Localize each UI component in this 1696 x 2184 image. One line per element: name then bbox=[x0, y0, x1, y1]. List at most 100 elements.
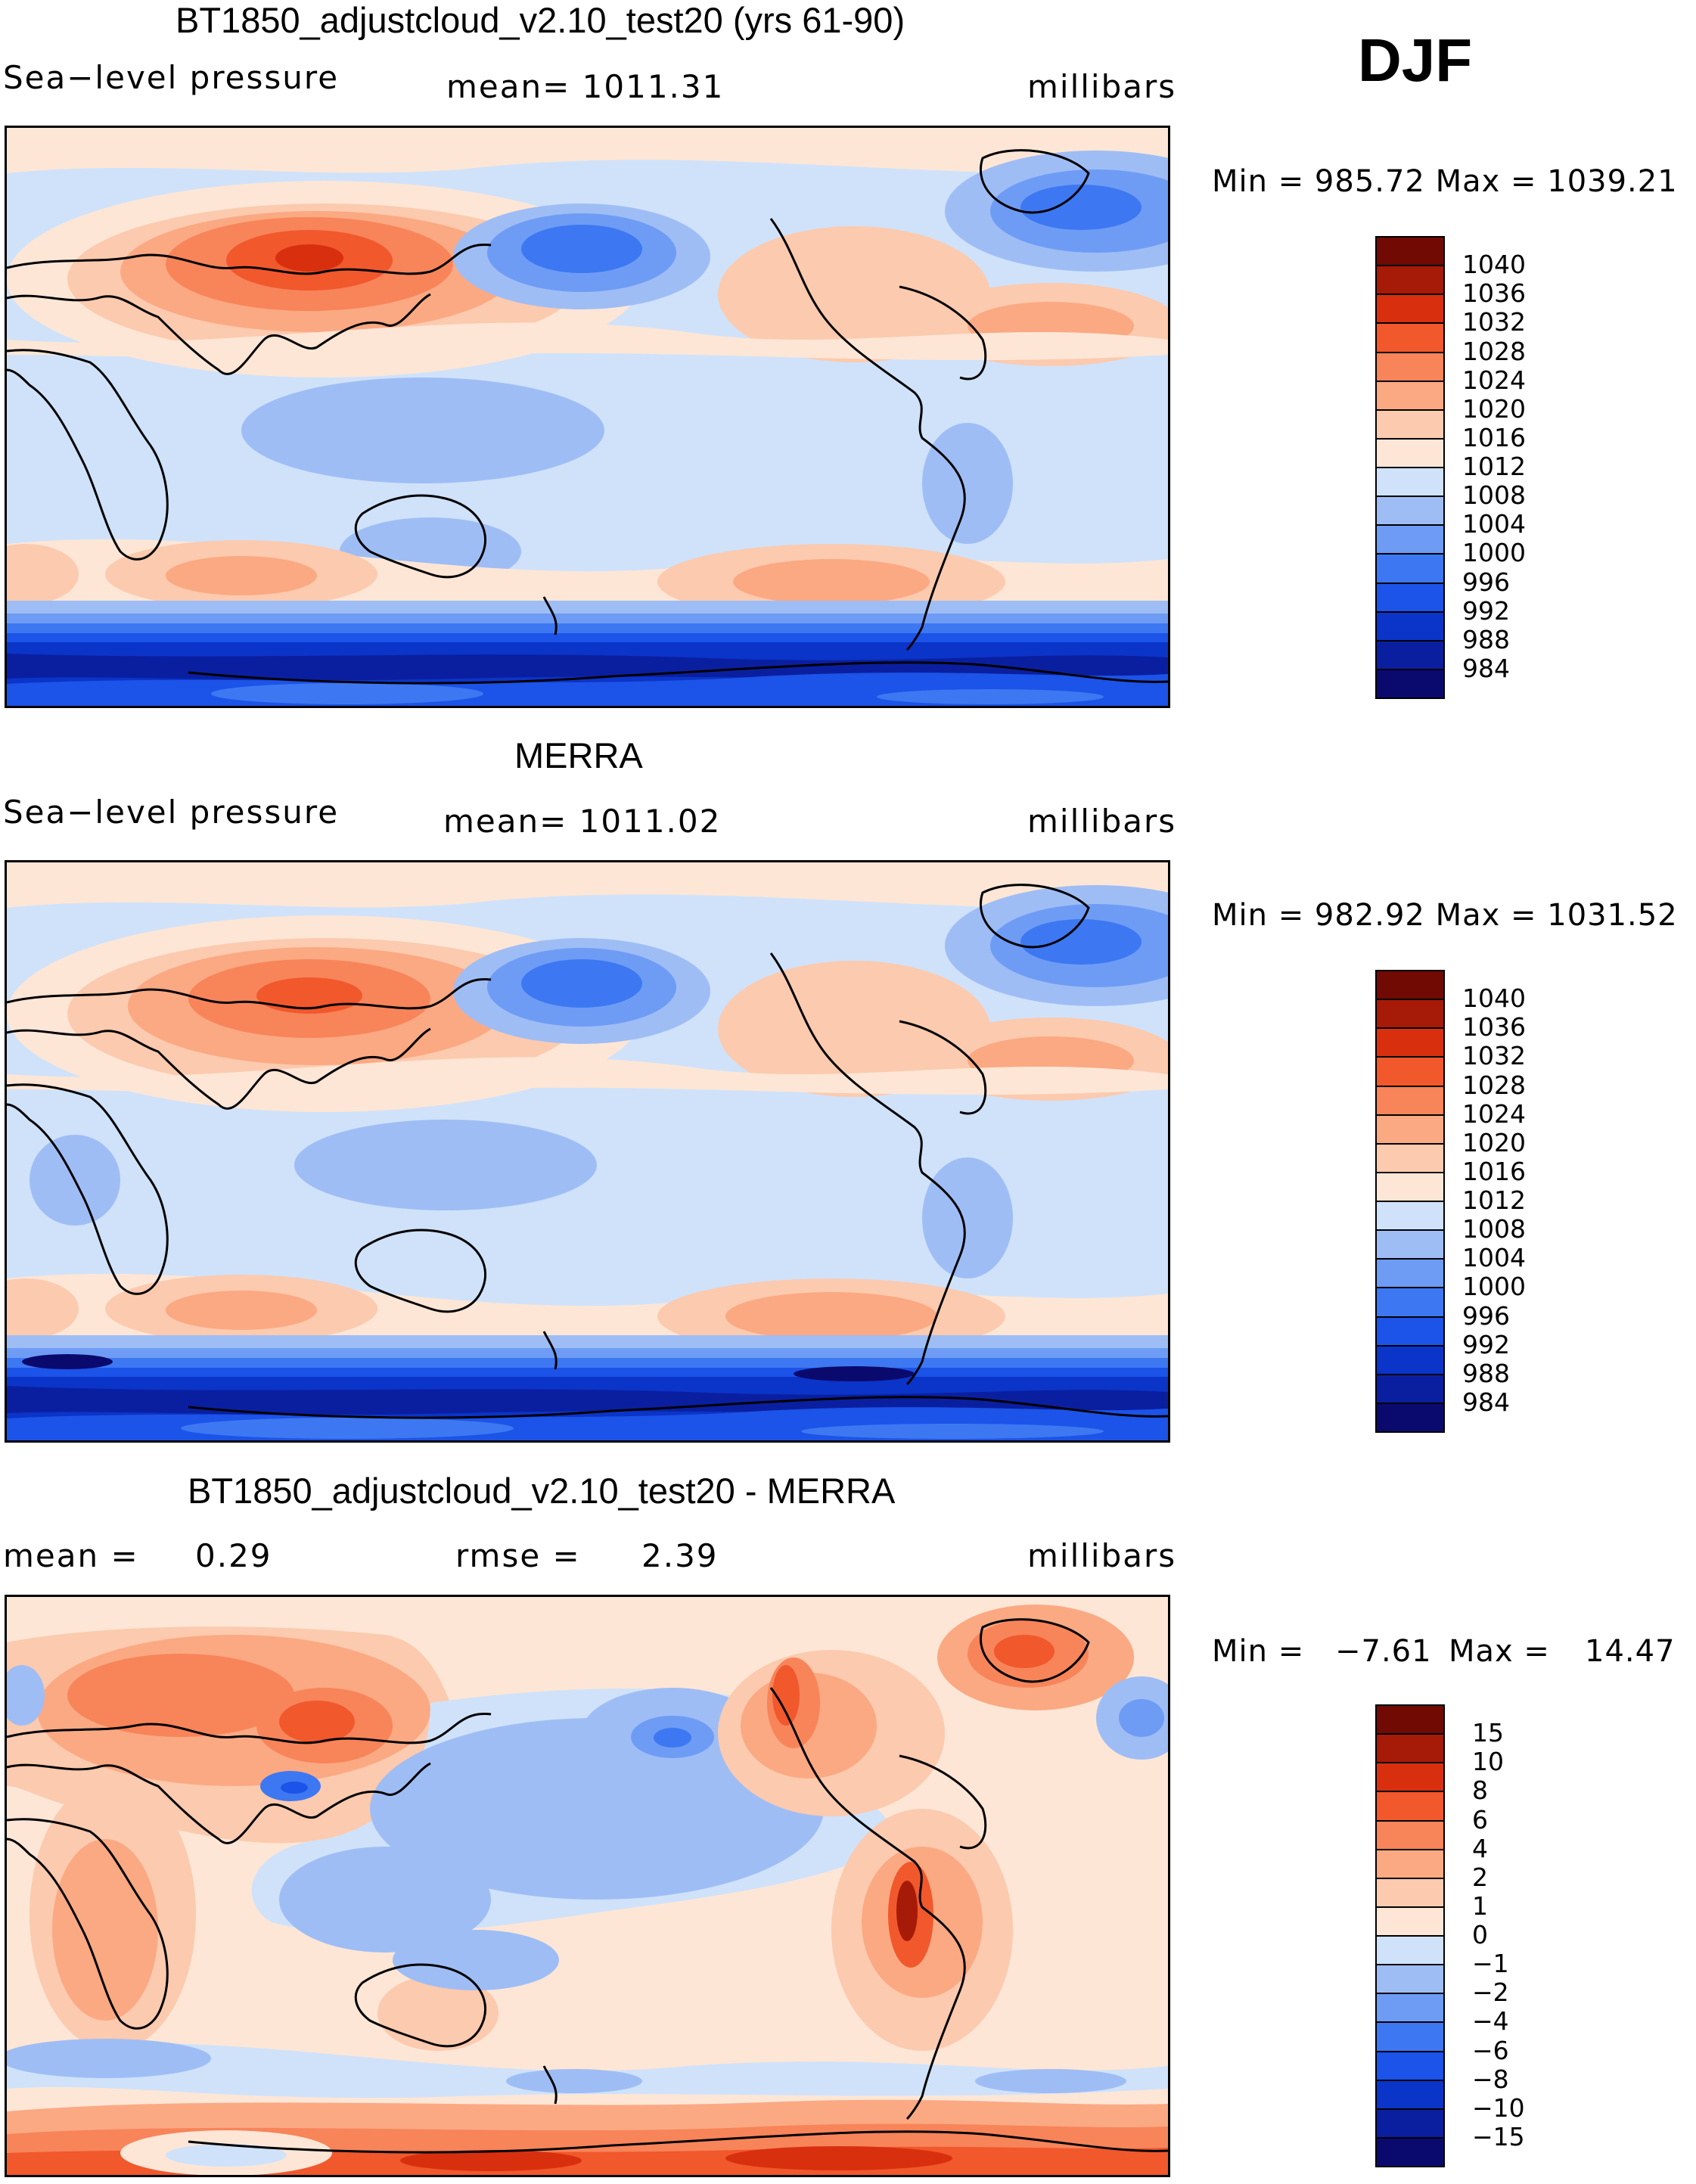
colorbar-swatch bbox=[1375, 1344, 1445, 1375]
colorbar-swatch bbox=[1375, 1171, 1445, 1202]
colorbar-tick-label: 8 bbox=[1472, 1775, 1488, 1806]
panel1-variable-label: Sea−level pressure bbox=[3, 59, 340, 96]
colorbar-swatch bbox=[1375, 1402, 1445, 1433]
colorbar-swatch bbox=[1375, 2050, 1445, 2081]
panel3-min-value: −7.61 bbox=[1335, 1634, 1432, 1669]
colorbar-tick-label: 984 bbox=[1462, 1387, 1510, 1417]
colorbar-swatch bbox=[1375, 496, 1445, 527]
panel3-max-label: Max = bbox=[1449, 1634, 1550, 1669]
panel2-minmax: Min = 982.92 Max = 1031.52 bbox=[1212, 898, 1678, 933]
colorbar-swatch bbox=[1375, 1733, 1445, 1764]
colorbar-swatch bbox=[1375, 1848, 1445, 1879]
colorbar-swatch bbox=[1375, 1258, 1445, 1289]
colorbar-tick-label: 1016 bbox=[1462, 1156, 1526, 1186]
colorbar-swatch bbox=[1375, 1201, 1445, 1232]
colorbar-swatch bbox=[1375, 437, 1445, 468]
panel3-units: millibars bbox=[1027, 1537, 1177, 1574]
panel1-colorbar bbox=[1375, 236, 1445, 699]
colorbar-tick-label: 1008 bbox=[1462, 480, 1526, 511]
colorbar-swatch bbox=[1375, 1993, 1445, 2024]
colorbar-tick-label: 1004 bbox=[1462, 1243, 1526, 1273]
panel2-units: millibars bbox=[1027, 803, 1177, 840]
colorbar-swatch bbox=[1375, 2136, 1445, 2167]
colorbar-swatch bbox=[1375, 668, 1445, 699]
colorbar-swatch bbox=[1375, 2021, 1445, 2052]
colorbar-swatch bbox=[1375, 294, 1445, 325]
colorbar-tick-label: −1 bbox=[1472, 1949, 1509, 1979]
colorbar-swatch bbox=[1375, 1762, 1445, 1793]
colorbar-tick-label: 1028 bbox=[1462, 336, 1526, 366]
colorbar-swatch bbox=[1375, 1229, 1445, 1260]
colorbar-tick-label: −6 bbox=[1472, 2035, 1509, 2065]
colorbar-swatch bbox=[1375, 467, 1445, 498]
colorbar-tick-label: 996 bbox=[1462, 1300, 1510, 1331]
colorbar-tick-label: 4 bbox=[1472, 1833, 1488, 1863]
colorbar-swatch bbox=[1375, 1373, 1445, 1404]
panel3-rmse-value: 2.39 bbox=[641, 1537, 719, 1574]
panel2-colorbar bbox=[1375, 970, 1445, 1433]
colorbar-swatch bbox=[1375, 380, 1445, 411]
colorbar-tick-label: 1008 bbox=[1462, 1214, 1526, 1244]
colorbar-tick-label: 1016 bbox=[1462, 422, 1526, 452]
colorbar-tick-label: 1 bbox=[1472, 1890, 1488, 1921]
colorbar-swatch bbox=[1375, 322, 1445, 353]
colorbar-tick-label: −10 bbox=[1472, 2092, 1525, 2123]
colorbar-tick-label: 1004 bbox=[1462, 509, 1526, 539]
colorbar-tick-label: 1040 bbox=[1462, 250, 1526, 280]
panel3-rmse-label: rmse = bbox=[455, 1537, 581, 1574]
colorbar-tick-label: 1012 bbox=[1462, 452, 1526, 481]
panel1-title: BT1850_adjustcloud_v2.10_test20 (yrs 61-… bbox=[176, 0, 905, 40]
colorbar-tick-label: 984 bbox=[1462, 653, 1510, 683]
colorbar-swatch bbox=[1375, 1877, 1445, 1908]
colorbar-tick-label: 992 bbox=[1462, 1329, 1510, 1359]
panel2-variable-label: Sea−level pressure bbox=[3, 794, 340, 831]
colorbar-swatch bbox=[1375, 1085, 1445, 1116]
panel3-max-value: 14.47 bbox=[1585, 1634, 1676, 1669]
colorbar-swatch bbox=[1375, 2108, 1445, 2139]
colorbar-swatch bbox=[1375, 236, 1445, 267]
colorbar-tick-label: 15 bbox=[1472, 1718, 1504, 1748]
colorbar-swatch bbox=[1375, 999, 1445, 1030]
colorbar-tick-label: −2 bbox=[1472, 1977, 1509, 2008]
colorbar-swatch bbox=[1375, 1791, 1445, 1822]
colorbar-swatch bbox=[1375, 1114, 1445, 1145]
colorbar-swatch bbox=[1375, 1287, 1445, 1318]
colorbar-swatch bbox=[1375, 1819, 1445, 1850]
panel3-map bbox=[5, 1595, 1170, 2177]
colorbar-tick-label: 1000 bbox=[1462, 538, 1526, 568]
colorbar-tick-label: 1040 bbox=[1462, 983, 1526, 1014]
colorbar-swatch bbox=[1375, 639, 1445, 670]
colorbar-swatch bbox=[1375, 1056, 1445, 1087]
colorbar-swatch bbox=[1375, 351, 1445, 382]
colorbar-swatch bbox=[1375, 524, 1445, 555]
panel3-mean-value: 0.29 bbox=[195, 1537, 272, 1574]
panel2-mean: mean= 1011.02 bbox=[443, 803, 722, 840]
colorbar-tick-label: 1036 bbox=[1462, 278, 1526, 309]
colorbar-tick-label: 1012 bbox=[1462, 1185, 1526, 1215]
colorbar-tick-label: −15 bbox=[1472, 2121, 1525, 2151]
panel3-colorbar bbox=[1375, 1704, 1445, 2167]
colorbar-swatch bbox=[1375, 2079, 1445, 2110]
panel1-minmax: Min = 985.72 Max = 1039.21 bbox=[1212, 164, 1678, 199]
panel3-min-label: Min = bbox=[1212, 1634, 1305, 1669]
colorbar-tick-label: 1024 bbox=[1462, 1098, 1526, 1129]
colorbar-tick-label: 2 bbox=[1472, 1862, 1488, 1892]
colorbar-tick-label: 988 bbox=[1462, 624, 1510, 654]
colorbar-swatch bbox=[1375, 1964, 1445, 1995]
colorbar-tick-label: 1024 bbox=[1462, 365, 1526, 395]
colorbar-tick-label: 1020 bbox=[1462, 1127, 1526, 1157]
colorbar-swatch bbox=[1375, 970, 1445, 1001]
colorbar-tick-label: 6 bbox=[1472, 1804, 1488, 1834]
colorbar-swatch bbox=[1375, 1935, 1445, 1966]
colorbar-tick-label: 0 bbox=[1472, 1920, 1488, 1949]
colorbar-swatch bbox=[1375, 1316, 1445, 1347]
panel1-map bbox=[5, 126, 1170, 708]
colorbar-tick-label: 992 bbox=[1462, 595, 1510, 626]
colorbar-tick-label: 1020 bbox=[1462, 393, 1526, 424]
colorbar-tick-label: 1036 bbox=[1462, 1012, 1526, 1042]
colorbar-swatch bbox=[1375, 409, 1445, 440]
panel1-units: millibars bbox=[1027, 68, 1177, 105]
colorbar-tick-label: 1032 bbox=[1462, 307, 1526, 337]
colorbar-tick-label: 988 bbox=[1462, 1358, 1510, 1388]
panel2-map bbox=[5, 860, 1170, 1443]
